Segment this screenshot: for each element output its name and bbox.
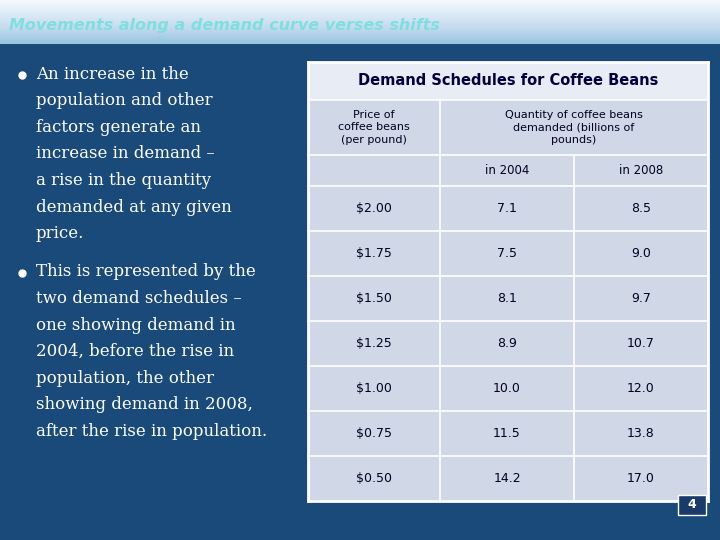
Text: 8.5: 8.5 — [631, 202, 651, 215]
Text: in 2004: in 2004 — [485, 164, 529, 177]
Text: $1.50: $1.50 — [356, 292, 392, 305]
Bar — [308, 366, 708, 411]
Text: two demand schedules –: two demand schedules – — [36, 290, 242, 307]
Bar — [308, 100, 708, 155]
Text: 10.7: 10.7 — [627, 337, 655, 350]
Bar — [308, 62, 708, 100]
Text: 2004, before the rise in: 2004, before the rise in — [36, 343, 234, 360]
Text: demanded at any given: demanded at any given — [36, 199, 232, 215]
Bar — [308, 276, 708, 321]
Text: population and other: population and other — [36, 92, 212, 109]
Text: 9.7: 9.7 — [631, 292, 651, 305]
Text: Price of
coffee beans
(per pound): Price of coffee beans (per pound) — [338, 110, 410, 145]
Text: Quantity of coffee beans
demanded (billions of
pounds): Quantity of coffee beans demanded (billi… — [505, 110, 643, 145]
Bar — [308, 411, 708, 456]
Text: 8.1: 8.1 — [497, 292, 517, 305]
Text: 4: 4 — [688, 498, 696, 511]
Text: 11.5: 11.5 — [493, 427, 521, 440]
Text: after the rise in population.: after the rise in population. — [36, 423, 267, 440]
Text: Demand Schedules for Coffee Beans: Demand Schedules for Coffee Beans — [358, 73, 658, 89]
Text: 10.0: 10.0 — [493, 382, 521, 395]
Text: a rise in the quantity: a rise in the quantity — [36, 172, 211, 189]
Text: An increase in the: An increase in the — [36, 65, 189, 83]
Text: population, the other: population, the other — [36, 370, 214, 387]
Text: 7.1: 7.1 — [497, 202, 517, 215]
Text: 7.5: 7.5 — [497, 247, 517, 260]
Text: 13.8: 13.8 — [627, 427, 655, 440]
Text: price.: price. — [36, 225, 84, 242]
Text: one showing demand in: one showing demand in — [36, 316, 235, 334]
Bar — [308, 456, 708, 501]
Text: 8.9: 8.9 — [497, 337, 517, 350]
Text: 9.0: 9.0 — [631, 247, 651, 260]
Text: Movements along a demand curve verses shifts: Movements along a demand curve verses sh… — [9, 18, 440, 33]
Text: This is represented by the: This is represented by the — [36, 264, 256, 280]
Text: factors generate an: factors generate an — [36, 119, 201, 136]
Text: $0.50: $0.50 — [356, 472, 392, 485]
Bar — [308, 155, 708, 186]
Text: showing demand in 2008,: showing demand in 2008, — [36, 396, 253, 414]
Text: 14.2: 14.2 — [493, 472, 521, 485]
Bar — [308, 231, 708, 276]
Bar — [308, 186, 708, 231]
Text: 12.0: 12.0 — [627, 382, 655, 395]
Bar — [678, 495, 706, 515]
Text: $2.00: $2.00 — [356, 202, 392, 215]
Text: $0.75: $0.75 — [356, 427, 392, 440]
Bar — [308, 321, 708, 366]
Text: in 2008: in 2008 — [619, 164, 663, 177]
Text: $1.75: $1.75 — [356, 247, 392, 260]
Text: $1.00: $1.00 — [356, 382, 392, 395]
Text: $1.25: $1.25 — [356, 337, 392, 350]
Text: increase in demand –: increase in demand – — [36, 145, 215, 163]
Text: 17.0: 17.0 — [627, 472, 655, 485]
